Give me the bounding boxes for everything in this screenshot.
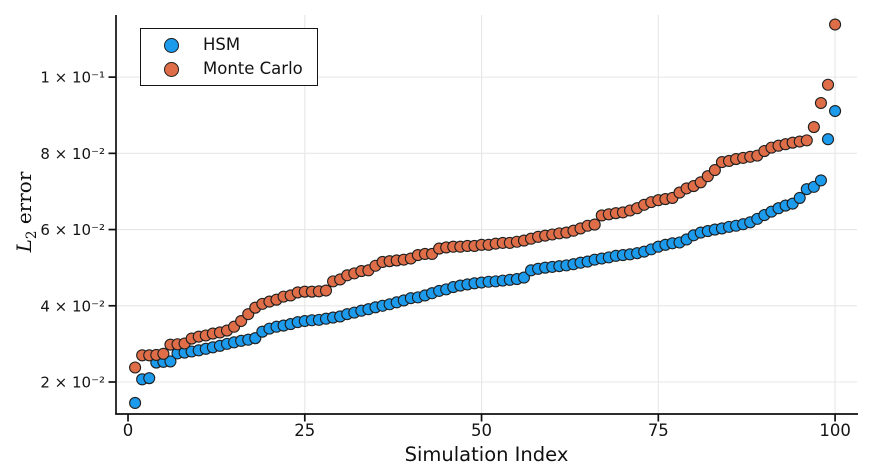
x-axis-title: Simulation Index	[404, 443, 569, 466]
legend-item-hsm: HSM	[164, 35, 317, 56]
data-point-monte-carlo	[807, 120, 820, 134]
y-tick-label: 8 × 10⁻²	[40, 145, 105, 163]
x-tick-label: 25	[294, 421, 315, 440]
y-tick-label: 6 × 10⁻²	[40, 221, 105, 239]
y-axis-title-rest: error	[12, 171, 36, 231]
legend-item-monte-carlo: Monte Carlo	[164, 59, 317, 80]
data-point-hsm	[793, 191, 806, 204]
data-point-hsm	[821, 133, 835, 146]
legend: HSM Monte Carlo	[140, 28, 318, 86]
y-tick-label: 2 × 10⁻²	[40, 373, 105, 391]
monte-carlo-marker-icon	[164, 61, 179, 77]
y-axis-title: L2 error	[11, 132, 40, 292]
data-point-hsm	[517, 271, 531, 284]
data-point-monte-carlo	[157, 347, 170, 360]
legend-label-monte-carlo: Monte Carlo	[203, 58, 303, 78]
data-point-monte-carlo	[588, 218, 601, 231]
data-point-hsm	[143, 372, 156, 385]
data-point-hsm	[129, 396, 142, 409]
x-tick-label: 50	[471, 421, 492, 440]
legend-label-hsm: HSM	[203, 34, 241, 54]
y-tick-label: 4 × 10⁻²	[40, 297, 105, 315]
hsm-marker-icon	[164, 37, 179, 53]
y-axis-title-variable: L	[12, 239, 36, 253]
y-tick-label: 1 × 10⁻¹	[40, 69, 105, 87]
data-point-hsm	[164, 355, 177, 368]
data-point-monte-carlo	[129, 361, 142, 374]
data-point-monte-carlo	[800, 134, 813, 147]
data-point-monte-carlo	[821, 78, 835, 91]
data-point-monte-carlo	[708, 164, 721, 177]
data-point-monte-carlo	[319, 284, 333, 297]
x-tick-label: 100	[819, 421, 851, 440]
data-point-hsm	[829, 104, 842, 118]
x-tick-label: 75	[648, 421, 669, 440]
x-tick-label: 0	[123, 421, 134, 440]
data-point-hsm	[814, 174, 827, 187]
y-axis-title-subscript: 2	[24, 230, 40, 240]
data-point-monte-carlo	[829, 18, 842, 31]
data-point-monte-carlo	[814, 96, 827, 110]
